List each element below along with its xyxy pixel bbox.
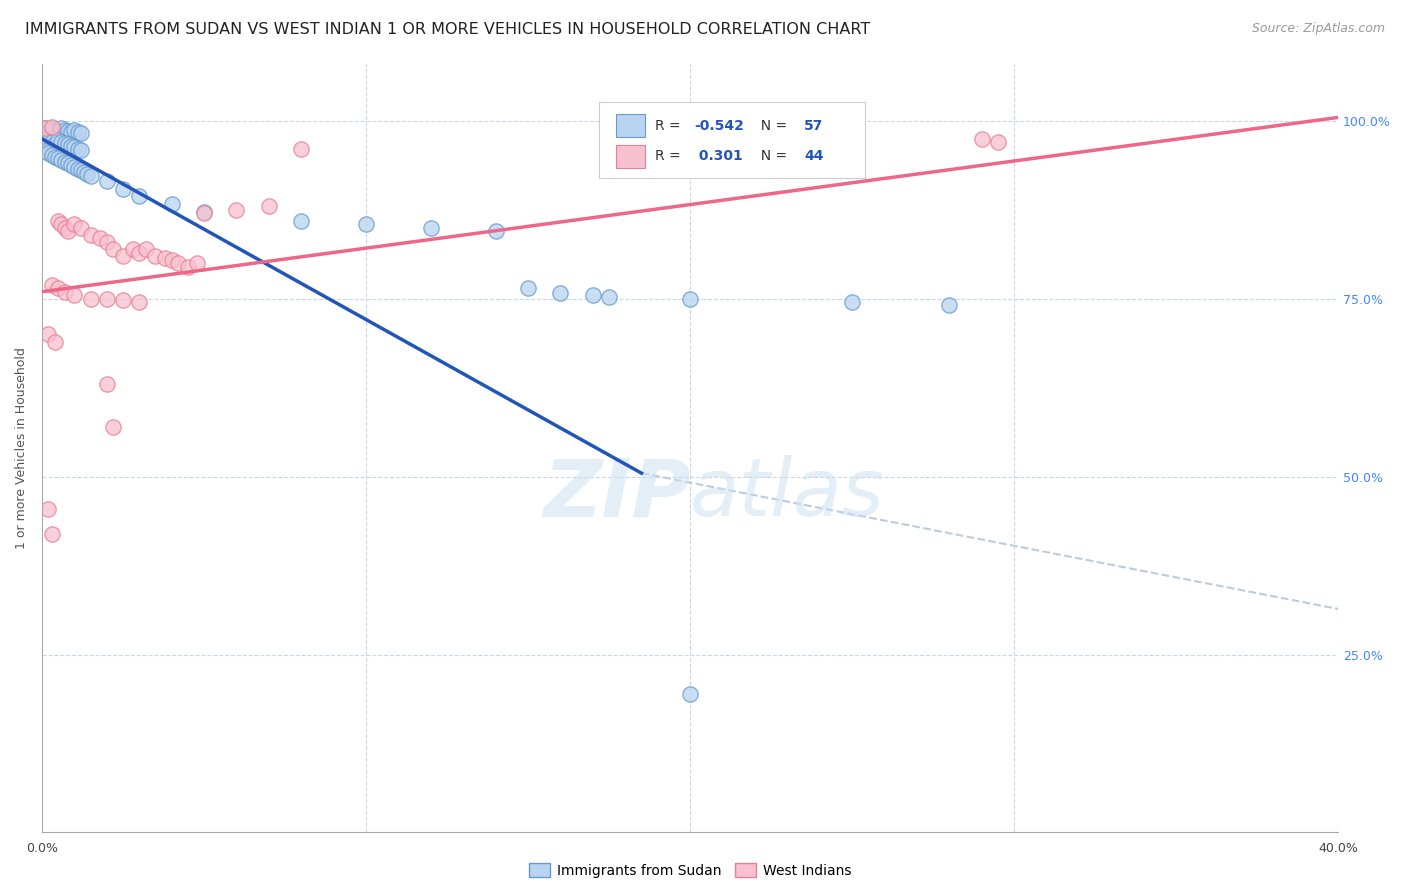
- Text: Source: ZipAtlas.com: Source: ZipAtlas.com: [1251, 22, 1385, 36]
- FancyBboxPatch shape: [599, 103, 865, 178]
- Bar: [616, 145, 645, 168]
- Text: R =: R =: [655, 149, 685, 163]
- Text: N =: N =: [752, 119, 792, 133]
- Text: 0.301: 0.301: [695, 149, 742, 163]
- Text: 44: 44: [804, 149, 824, 163]
- Text: 57: 57: [804, 119, 824, 133]
- Text: ZIP: ZIP: [543, 455, 690, 533]
- Text: N =: N =: [752, 149, 792, 163]
- Text: atlas: atlas: [690, 455, 884, 533]
- Text: IMMIGRANTS FROM SUDAN VS WEST INDIAN 1 OR MORE VEHICLES IN HOUSEHOLD CORRELATION: IMMIGRANTS FROM SUDAN VS WEST INDIAN 1 O…: [25, 22, 870, 37]
- Bar: [616, 114, 645, 137]
- Text: R =: R =: [655, 119, 685, 133]
- Text: -0.542: -0.542: [695, 119, 744, 133]
- Y-axis label: 1 or more Vehicles in Household: 1 or more Vehicles in Household: [15, 347, 28, 549]
- Legend: Immigrants from Sudan, West Indians: Immigrants from Sudan, West Indians: [523, 857, 856, 883]
